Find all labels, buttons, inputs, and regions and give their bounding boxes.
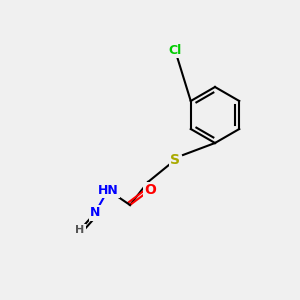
Text: S: S bbox=[170, 153, 180, 167]
Text: N: N bbox=[90, 206, 100, 220]
Text: HN: HN bbox=[98, 184, 118, 196]
Text: Cl: Cl bbox=[168, 44, 182, 56]
Text: H: H bbox=[75, 225, 85, 235]
Text: O: O bbox=[144, 183, 156, 197]
